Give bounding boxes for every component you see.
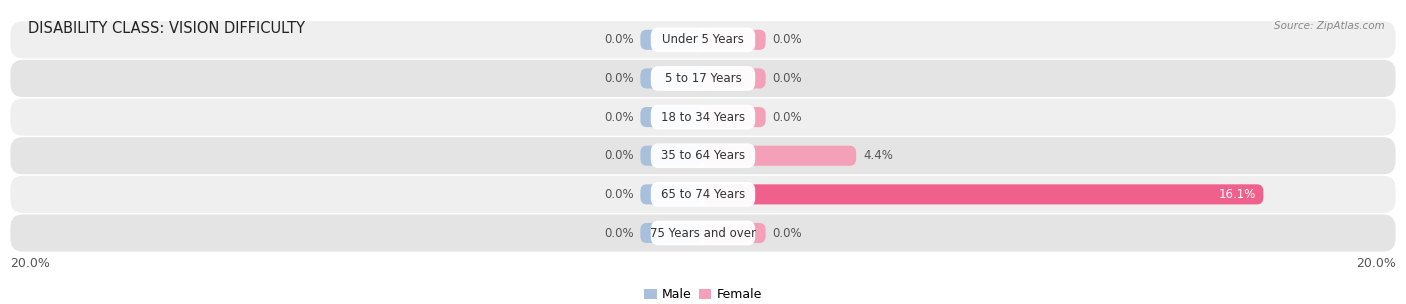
FancyBboxPatch shape	[640, 184, 703, 204]
FancyBboxPatch shape	[10, 214, 1396, 251]
FancyBboxPatch shape	[703, 146, 856, 166]
FancyBboxPatch shape	[640, 146, 703, 166]
FancyBboxPatch shape	[703, 223, 766, 243]
Text: 0.0%: 0.0%	[603, 33, 633, 46]
Text: 0.0%: 0.0%	[603, 226, 633, 240]
Text: Under 5 Years: Under 5 Years	[662, 33, 744, 46]
Text: 0.0%: 0.0%	[603, 188, 633, 201]
FancyBboxPatch shape	[640, 107, 703, 127]
Text: 18 to 34 Years: 18 to 34 Years	[661, 111, 745, 124]
FancyBboxPatch shape	[651, 27, 755, 52]
FancyBboxPatch shape	[651, 221, 755, 245]
FancyBboxPatch shape	[651, 66, 755, 91]
Text: 5 to 17 Years: 5 to 17 Years	[665, 72, 741, 85]
Text: 0.0%: 0.0%	[773, 226, 803, 240]
FancyBboxPatch shape	[703, 107, 766, 127]
FancyBboxPatch shape	[640, 68, 703, 88]
FancyBboxPatch shape	[10, 176, 1396, 213]
Text: 0.0%: 0.0%	[773, 72, 803, 85]
FancyBboxPatch shape	[651, 105, 755, 130]
FancyBboxPatch shape	[10, 98, 1396, 136]
Legend: Male, Female: Male, Female	[644, 288, 762, 301]
FancyBboxPatch shape	[703, 30, 766, 50]
Text: 0.0%: 0.0%	[773, 111, 803, 124]
Text: 75 Years and over: 75 Years and over	[650, 226, 756, 240]
Text: 0.0%: 0.0%	[773, 33, 803, 46]
Text: 16.1%: 16.1%	[1219, 188, 1257, 201]
FancyBboxPatch shape	[10, 137, 1396, 174]
FancyBboxPatch shape	[10, 60, 1396, 97]
FancyBboxPatch shape	[651, 182, 755, 207]
Text: 20.0%: 20.0%	[1355, 257, 1396, 270]
FancyBboxPatch shape	[703, 68, 766, 88]
Text: 0.0%: 0.0%	[603, 149, 633, 162]
Text: 65 to 74 Years: 65 to 74 Years	[661, 188, 745, 201]
Text: Source: ZipAtlas.com: Source: ZipAtlas.com	[1274, 21, 1385, 31]
FancyBboxPatch shape	[651, 143, 755, 168]
Text: 0.0%: 0.0%	[603, 72, 633, 85]
Text: DISABILITY CLASS: VISION DIFFICULTY: DISABILITY CLASS: VISION DIFFICULTY	[28, 21, 305, 36]
Text: 20.0%: 20.0%	[10, 257, 51, 270]
Text: 4.4%: 4.4%	[863, 149, 893, 162]
FancyBboxPatch shape	[640, 30, 703, 50]
FancyBboxPatch shape	[10, 21, 1396, 58]
FancyBboxPatch shape	[640, 223, 703, 243]
Text: 35 to 64 Years: 35 to 64 Years	[661, 149, 745, 162]
FancyBboxPatch shape	[703, 184, 1264, 204]
Text: 0.0%: 0.0%	[603, 111, 633, 124]
